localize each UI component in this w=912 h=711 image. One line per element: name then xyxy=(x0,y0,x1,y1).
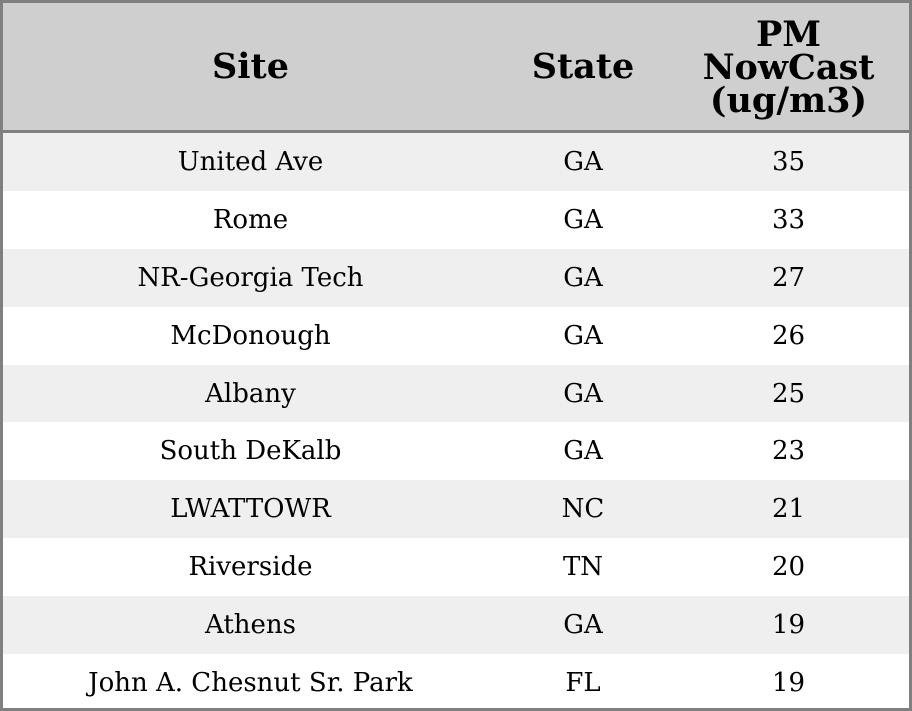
table-row: South DeKalb GA 23 xyxy=(3,422,909,481)
cell-pm-value: 33 xyxy=(668,190,909,249)
table-row: Riverside TN 20 xyxy=(3,538,909,597)
table-row: Albany GA 25 xyxy=(3,364,909,423)
table-row: LWATTOWR NC 21 xyxy=(3,480,909,539)
cell-state: GA xyxy=(498,190,668,249)
table-row: Rome GA 33 xyxy=(3,190,909,249)
table-header: Site State PM NowCast (ug/m3) xyxy=(3,3,909,133)
cell-state: TN xyxy=(498,538,668,597)
header-state: State xyxy=(498,3,668,133)
cell-site: NR-Georgia Tech xyxy=(3,248,498,307)
cell-state: FL xyxy=(498,654,668,708)
table-row: United Ave GA 35 xyxy=(3,131,909,191)
cell-pm-value: 19 xyxy=(668,654,909,708)
cell-state: GA xyxy=(498,248,668,307)
header-pm-line-2: NowCast xyxy=(702,47,875,88)
cell-pm-value: 26 xyxy=(668,306,909,365)
cell-pm-value: 20 xyxy=(668,538,909,597)
table-row: John A. Chesnut Sr. Park FL 19 xyxy=(3,654,909,708)
cell-pm-value: 21 xyxy=(668,480,909,539)
cell-site: United Ave xyxy=(3,131,498,191)
cell-state: GA xyxy=(498,422,668,481)
table-body: United Ave GA 35 Rome GA 33 NR-Georgia T… xyxy=(3,131,909,708)
cell-state: GA xyxy=(498,596,668,655)
cell-site: John A. Chesnut Sr. Park xyxy=(3,654,498,708)
table-row: NR-Georgia Tech GA 27 xyxy=(3,248,909,307)
cell-site: South DeKalb xyxy=(3,422,498,481)
pm-nowcast-table: Site State PM NowCast (ug/m3) United Ave… xyxy=(3,3,909,708)
cell-pm-value: 27 xyxy=(668,248,909,307)
cell-site: McDonough xyxy=(3,306,498,365)
header-site: Site xyxy=(3,3,498,133)
cell-pm-value: 25 xyxy=(668,364,909,423)
cell-site: LWATTOWR xyxy=(3,480,498,539)
table-row: McDonough GA 26 xyxy=(3,306,909,365)
cell-state: GA xyxy=(498,306,668,365)
cell-pm-value: 35 xyxy=(668,131,909,191)
cell-site: Riverside xyxy=(3,538,498,597)
cell-state: NC xyxy=(498,480,668,539)
header-row: Site State PM NowCast (ug/m3) xyxy=(3,3,909,133)
cell-state: GA xyxy=(498,364,668,423)
cell-state: GA xyxy=(498,131,668,191)
header-pm-nowcast: PM NowCast (ug/m3) xyxy=(668,3,909,133)
table-row: Athens GA 19 xyxy=(3,596,909,655)
header-pm-line-1: PM xyxy=(755,14,822,55)
header-pm-line-3: (ug/m3) xyxy=(709,80,868,121)
cell-pm-value: 23 xyxy=(668,422,909,481)
cell-site: Albany xyxy=(3,364,498,423)
cell-site: Rome xyxy=(3,190,498,249)
cell-pm-value: 19 xyxy=(668,596,909,655)
cell-site: Athens xyxy=(3,596,498,655)
